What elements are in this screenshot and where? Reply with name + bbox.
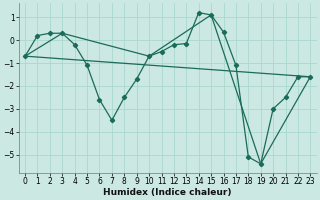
X-axis label: Humidex (Indice chaleur): Humidex (Indice chaleur) bbox=[103, 188, 232, 197]
